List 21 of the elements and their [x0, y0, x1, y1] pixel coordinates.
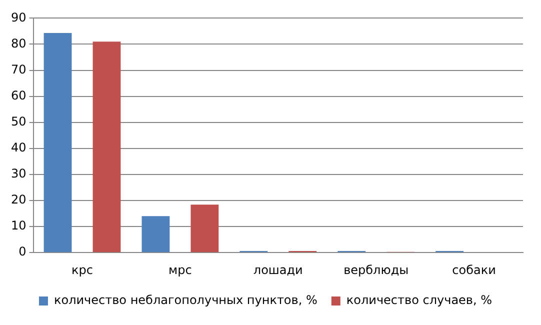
legend-label: количество неблагополучных пунктов, % — [54, 293, 318, 308]
x-tick-label: собаки — [452, 262, 496, 277]
legend-label: количество случаев, % — [346, 293, 492, 308]
x-tick-label: верблюды — [344, 262, 409, 277]
y-tick-label: 30 — [10, 166, 26, 181]
y-tick-label: 40 — [10, 140, 26, 155]
y-tick-label: 70 — [10, 62, 26, 76]
y-tick-label: 20 — [10, 192, 26, 207]
y-tick-label: 50 — [10, 114, 26, 129]
bar — [190, 204, 219, 252]
x-tick-label: лошади — [253, 262, 303, 277]
x-tick-label: крс — [72, 262, 93, 277]
bar — [142, 216, 170, 252]
y-tick-label: 10 — [10, 218, 26, 233]
y-tick-label: 90 — [10, 10, 26, 24]
y-tick-label: 60 — [10, 88, 26, 102]
y-tick-label: 80 — [10, 36, 26, 50]
x-tick-label: мрс — [168, 262, 192, 277]
bar — [44, 33, 72, 252]
bar — [92, 42, 121, 252]
y-tick-label: 0 — [18, 244, 26, 259]
